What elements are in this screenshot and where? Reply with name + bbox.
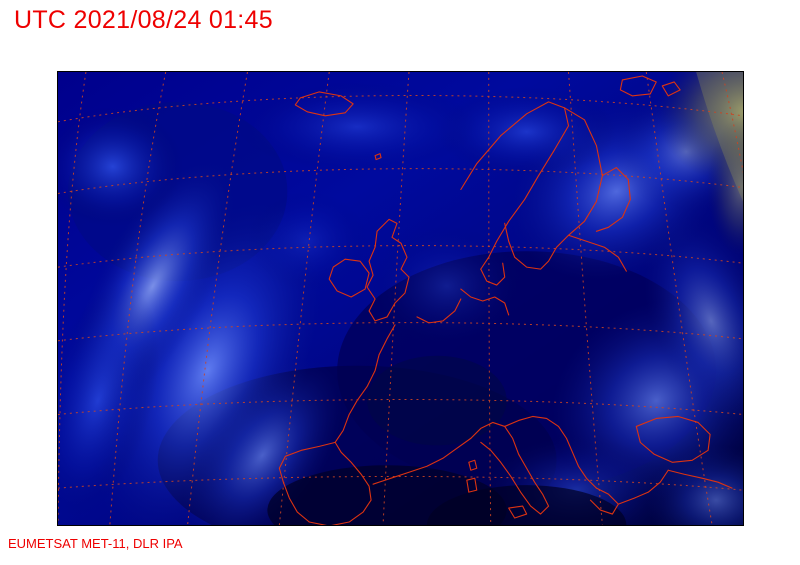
coastline-overlay bbox=[278, 75, 733, 525]
satellite-image-panel bbox=[57, 71, 744, 526]
graticule-parallels bbox=[58, 95, 743, 491]
satellite-image-canvas bbox=[58, 72, 743, 525]
page-title: UTC 2021/08/24 01:45 bbox=[14, 6, 273, 34]
satellite-imagery-layer bbox=[58, 72, 743, 525]
graticule-meridians bbox=[58, 72, 743, 525]
attribution-label: EUMETSAT MET-11, DLR IPA bbox=[8, 536, 183, 551]
